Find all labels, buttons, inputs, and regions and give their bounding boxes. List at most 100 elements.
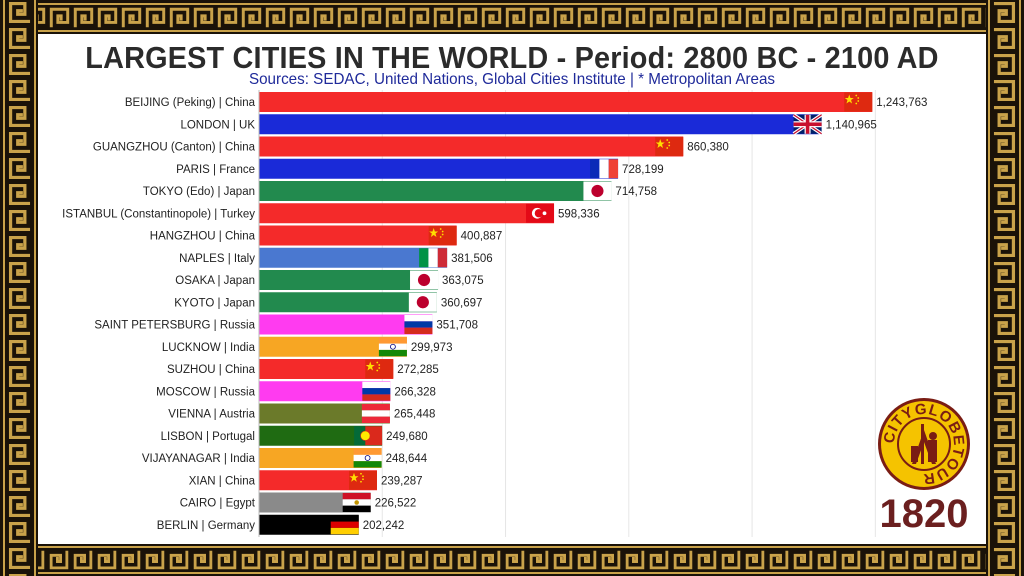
japan-flag-icon [408,292,437,312]
category-label: BERLIN | Germany [157,520,255,532]
chart-title: LARGEST CITIES IN THE WORLD - Period: 28… [85,40,939,75]
bar [259,136,684,157]
category-label: OSAKA | Japan [175,275,255,287]
value-label: 239,287 [381,475,423,487]
value-label: 381,506 [451,253,493,265]
china-flag-icon [365,359,394,379]
category-label: LUCKNOW | India [162,342,256,354]
bar-row: CAIRO | Egypt 226,522 [180,492,417,513]
egypt-flag-icon [342,493,371,512]
value-label: 351,708 [436,320,478,332]
value-label: 1,140,965 [826,119,877,131]
value-label: 265,448 [394,409,436,421]
china-flag-icon [844,92,873,112]
portugal-flag-icon [354,426,383,446]
turkey-flag-icon [526,203,555,223]
city-globe-tour-logo: CITYGLOBETOUR [878,398,970,490]
greek-key-border-right [986,0,1024,576]
bar-row: VIENNA | Austria 265,448 [168,403,436,424]
bar [259,181,612,201]
value-label: 363,075 [442,275,484,287]
category-label: VIJAYANAGAR | India [142,453,256,465]
bar [259,292,437,313]
bar [259,403,390,424]
bar [259,225,457,246]
bar [259,359,394,379]
greek-key-border-bottom [0,544,1024,576]
bar [259,270,439,290]
china-flag-icon [428,226,457,245]
bar-row: LUCKNOW | India 299,973 [162,336,453,357]
bar-row: BERLIN | Germany 202,242 [157,514,405,535]
bar [259,381,391,402]
bar-row: VIJAYANAGAR | India 248,644 [142,448,428,468]
bar [259,336,407,357]
category-label: ISTANBUL (Constantinopole) | Turkey [62,208,255,220]
value-label: 272,285 [397,364,439,376]
category-label: CAIRO | Egypt [180,498,256,510]
uk-flag-icon [792,113,823,136]
landmarks-icon [911,424,937,464]
value-label: 400,887 [461,231,503,243]
greek-key-border-left [0,0,38,576]
bar [259,92,873,112]
chart-panel: LARGEST CITIES IN THE WORLD - Period: 28… [38,34,986,544]
bar-row: NAPLES | Italy 381,506 [179,247,493,268]
bar-row: BEIJING (Peking) | China 1,243,763 [125,92,927,112]
china-flag-icon [655,137,684,156]
category-label: MOSCOW | Russia [156,386,255,398]
bar-row: KYOTO | Japan 360,697 [174,292,483,313]
austria-flag-icon [361,404,390,423]
category-label: LISBON | Portugal [161,431,255,443]
value-label: 714,758 [615,186,657,198]
category-label: NAPLES | Italy [179,253,255,265]
bar [259,203,555,224]
china-flag-icon [348,470,377,490]
bar-row: MOSCOW | Russia 266,328 [156,381,436,402]
category-label: BEIJING (Peking) | China [125,97,256,109]
bar [259,470,377,491]
category-label: VIENNA | Austria [168,409,255,421]
germany-flag-icon [330,515,359,535]
bar [259,314,433,335]
bar-row: LONDON | UK 1,140,965 [180,113,877,136]
category-label: HANGZHOU | China [150,231,256,243]
bar-row: SAINT PETERSBURG | Russia 351,708 [94,314,478,335]
japan-flag-icon [583,181,612,201]
value-label: 226,522 [375,498,417,510]
india-flag-icon [378,337,407,357]
bar [259,158,619,179]
value-label: 860,380 [687,142,729,154]
value-label: 249,680 [386,431,428,443]
bar [259,425,383,446]
category-label: XIAN | China [189,475,256,487]
india-flag-icon [353,448,382,468]
category-label: PARIS | France [176,164,255,176]
value-label: 266,328 [394,386,436,398]
value-label: 1,243,763 [876,97,927,109]
bar-chart: BEIJING (Peking) | China 1,243,763 LONDON … [62,90,927,537]
bar-row: LISBON | Portugal 249,680 [161,425,428,446]
value-label: 728,199 [622,164,664,176]
chart-subtitle: Sources: SEDAC, United Nations, Global C… [248,71,776,88]
bar-row: ISTANBUL (Constantinopole) | Turkey 598,3… [62,203,600,224]
category-label: LONDON | UK [180,119,255,131]
value-label: 299,973 [411,342,453,354]
value-label: 248,644 [386,453,428,465]
bar-row: PARIS | France 728,199 [176,158,664,179]
bar-row: XIAN | China 239,287 [189,470,423,491]
russia-flag-icon [362,381,391,401]
russia-flag-icon [404,315,433,334]
value-label: 202,242 [363,520,405,532]
value-label: 360,697 [441,297,483,309]
bar-row: GUANGZHOU (Canton) | China 860,380 [93,136,729,157]
year-label: 1820 [879,492,969,536]
france-flag-icon [590,159,619,179]
bar-row: TOKYO (Edo) | Japan 714,758 [143,181,657,201]
greek-key-border-top [0,0,1024,34]
category-label: GUANGZHOU (Canton) | China [93,142,256,154]
bar-row: SUZHOU | China 272,285 [167,359,439,379]
value-label: 598,336 [558,208,600,220]
category-label: SAINT PETERSBURG | Russia [94,320,255,332]
